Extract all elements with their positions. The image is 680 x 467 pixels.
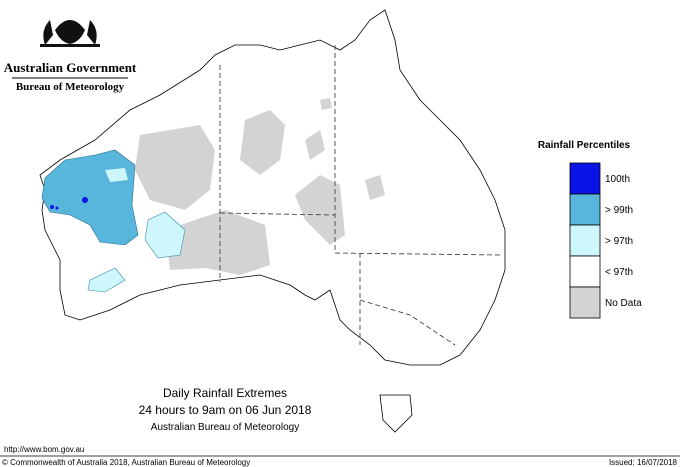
legend-swatch [569, 255, 601, 288]
crest [40, 20, 100, 47]
map [39, 9, 506, 433]
legend-swatch [569, 162, 601, 195]
legend-title: Rainfall Percentiles [538, 140, 631, 151]
legend-swatch [569, 193, 601, 226]
caption-title: Daily Rainfall Extremes [163, 386, 287, 400]
legend-label: > 97th [605, 236, 633, 247]
agency-name: Bureau of Meteorology [16, 81, 125, 93]
no-data-areas [135, 98, 385, 275]
tasmania [379, 394, 413, 433]
legend-label: No Data [605, 298, 642, 309]
caption-source: Australian Bureau of Meteorology [151, 422, 299, 433]
above-97th-patch [105, 168, 128, 182]
footer-issued: Issued: 16/07/2018 [609, 458, 678, 467]
legend-swatch [569, 224, 601, 257]
government-name: Australian Government [4, 60, 137, 75]
legend-label: < 97th [605, 267, 633, 278]
state-borders [219, 45, 501, 346]
record-cells [50, 197, 88, 210]
caption-period: 24 hours to 9am on 06 Jun 2018 [139, 403, 312, 417]
footer-copyright: © Commonwealth of Australia 2018, Austra… [2, 458, 250, 467]
legend-label: > 99th [605, 205, 633, 216]
above-97th-area [87, 211, 186, 293]
legend-label: 100th [605, 174, 630, 185]
footer-url: http://www.bom.gov.au [4, 445, 84, 454]
legend-swatch [569, 286, 601, 319]
legend: Rainfall Percentiles 100th > 99th > 97th < … [538, 140, 642, 319]
mainland [39, 9, 506, 366]
